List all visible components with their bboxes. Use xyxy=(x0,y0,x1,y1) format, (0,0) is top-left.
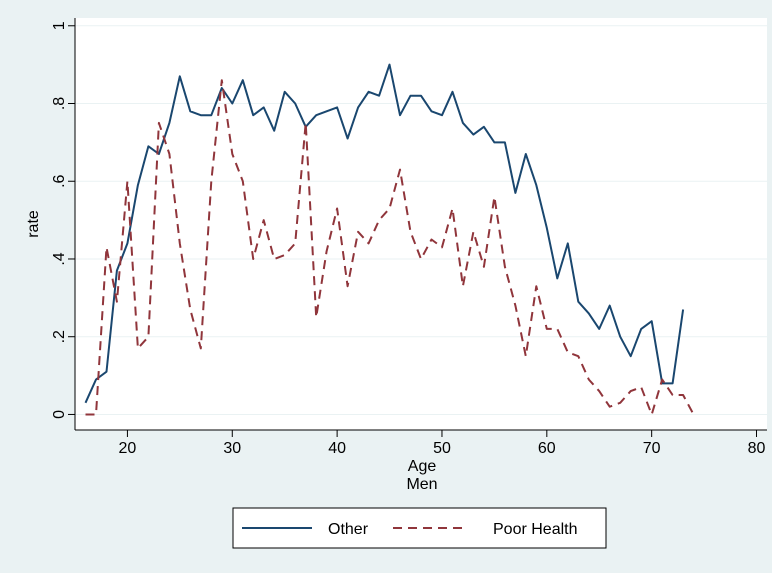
x-tick-label: 50 xyxy=(433,440,451,457)
gridlines xyxy=(75,25,767,415)
series-line-other xyxy=(84,63,685,404)
y-axis-title: rate xyxy=(25,210,42,238)
x-tick-label: 30 xyxy=(223,440,241,457)
y-tick-label: 0 xyxy=(51,410,68,419)
x-tick-label: 80 xyxy=(748,440,766,457)
plot-area xyxy=(75,18,767,430)
x-tick-label: 60 xyxy=(538,440,556,457)
y-tick-label: 1 xyxy=(51,21,68,30)
y-axis-ticks: 0 .2 .4 .6 .8 1 xyxy=(51,21,75,419)
y-tick-label: .2 xyxy=(51,330,68,343)
series-line-poor-health xyxy=(85,79,695,416)
legend: Other Poor Health xyxy=(232,507,607,549)
y-tick-label: .6 xyxy=(51,174,68,187)
legend-label-poor-health: Poor Health xyxy=(493,521,578,538)
x-axis-title: Age xyxy=(408,458,437,475)
x-tick-label: 20 xyxy=(119,440,137,457)
y-tick-label: .8 xyxy=(51,97,68,110)
x-tick-label: 70 xyxy=(643,440,661,457)
x-tick-label: 40 xyxy=(328,440,346,457)
y-tick-label: .4 xyxy=(51,252,68,265)
chart-subtitle: Men xyxy=(406,476,437,493)
legend-label-other: Other xyxy=(328,521,369,538)
x-axis-ticks: 20 30 40 50 60 70 80 xyxy=(119,430,766,457)
series-group xyxy=(84,63,695,416)
